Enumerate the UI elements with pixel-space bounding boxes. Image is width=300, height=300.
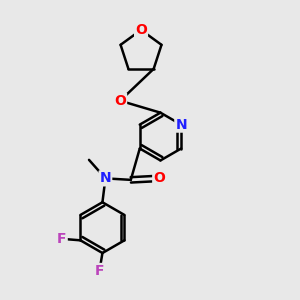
Text: O: O <box>135 23 147 37</box>
Text: F: F <box>57 232 67 246</box>
Text: O: O <box>114 94 126 108</box>
Text: N: N <box>175 118 187 132</box>
Text: F: F <box>95 264 104 278</box>
Text: O: O <box>153 171 165 185</box>
Text: N: N <box>100 171 111 185</box>
